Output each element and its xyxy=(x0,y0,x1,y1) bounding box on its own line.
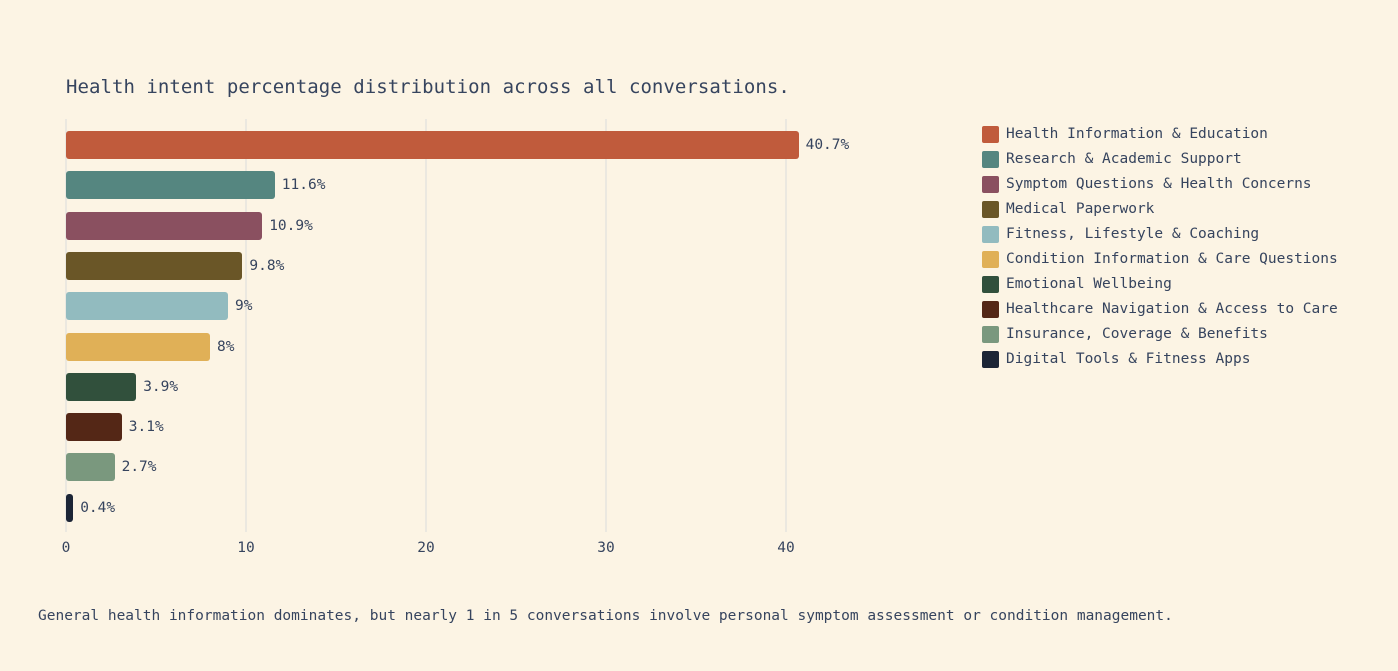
bar-3 xyxy=(66,251,243,280)
legend-label: Medical Paperwork xyxy=(1006,201,1155,218)
legend-item-7: Healthcare Navigation & Access to Care xyxy=(982,297,1338,322)
legend-swatch-icon xyxy=(982,251,999,268)
legend-item-5: Condition Information & Care Questions xyxy=(982,247,1338,272)
legend-item-4: Fitness, Lifestyle & Coaching xyxy=(982,222,1338,247)
legend-swatch-icon xyxy=(982,276,999,293)
legend-swatch-icon xyxy=(982,226,999,243)
legend-item-6: Emotional Wellbeing xyxy=(982,272,1338,297)
bar-1 xyxy=(66,171,275,200)
legend-label: Health Information & Education xyxy=(1006,126,1268,143)
legend: Health Information & Education Research &… xyxy=(982,122,1338,372)
legend-swatch-icon xyxy=(982,151,999,168)
legend-swatch-icon xyxy=(982,201,999,218)
x-tick-40: 40 xyxy=(777,540,795,556)
legend-swatch-icon xyxy=(982,176,999,193)
value-label-9: 0.4% xyxy=(80,499,116,516)
value-label-5: 8% xyxy=(217,338,235,355)
gridline-x40 xyxy=(785,119,787,532)
bar-5 xyxy=(66,332,210,361)
bar-4 xyxy=(66,292,228,321)
legend-item-2: Symptom Questions & Health Concerns xyxy=(982,172,1338,197)
bar-0 xyxy=(66,131,799,159)
x-tick-10: 10 xyxy=(237,540,255,556)
gridline-x10 xyxy=(245,119,247,532)
legend-swatch-icon xyxy=(982,301,999,318)
legend-label: Symptom Questions & Health Concerns xyxy=(1006,176,1312,193)
bar-8 xyxy=(66,453,115,482)
legend-label: Fitness, Lifestyle & Coaching xyxy=(1006,226,1260,243)
legend-item-1: Research & Academic Support xyxy=(982,147,1338,172)
value-label-8: 2.7% xyxy=(121,459,157,476)
legend-swatch-icon xyxy=(982,326,999,343)
value-label-6: 3.9% xyxy=(143,378,179,395)
x-tick-0: 0 xyxy=(61,540,71,556)
x-tick-30: 30 xyxy=(597,540,615,556)
value-label-7: 3.1% xyxy=(128,418,164,435)
bar-9 xyxy=(66,493,74,522)
legend-label: Research & Academic Support xyxy=(1006,151,1242,168)
value-label-0: 40.7% xyxy=(805,136,850,153)
x-tick-20: 20 xyxy=(417,540,435,556)
chart-title: Health intent percentage distribution ac… xyxy=(66,75,790,98)
value-label-2: 10.9% xyxy=(269,217,313,234)
chart-caption: General health information dominates, bu… xyxy=(38,608,1173,624)
legend-item-3: Medical Paperwork xyxy=(982,197,1338,222)
legend-item-9: Digital Tools & Fitness Apps xyxy=(982,347,1338,372)
legend-swatch-icon xyxy=(982,351,999,368)
gridline-x0 xyxy=(65,119,67,532)
gridline-x20 xyxy=(425,119,427,532)
value-label-3: 9.8% xyxy=(249,257,285,274)
legend-item-8: Insurance, Coverage & Benefits xyxy=(982,322,1338,347)
legend-item-0: Health Information & Education xyxy=(982,122,1338,147)
bar-7 xyxy=(66,413,122,442)
value-label-4: 9% xyxy=(235,297,253,314)
bar-6 xyxy=(66,372,137,401)
value-label-1: 11.6% xyxy=(281,177,326,194)
legend-label: Insurance, Coverage & Benefits xyxy=(1006,326,1268,343)
plot-area: 40.7% 11.6% 10.9% 9.8% 9% 8% 3.9% 3.1% 2.7% 0.4% 0… xyxy=(62,119,946,555)
legend-label: Digital Tools & Fitness Apps xyxy=(1006,351,1251,368)
legend-label: Condition Information & Care Questions xyxy=(1006,251,1338,268)
gridline-x30 xyxy=(605,119,607,532)
bar-2 xyxy=(66,211,263,240)
legend-label: Healthcare Navigation & Access to Care xyxy=(1006,301,1338,318)
legend-label: Emotional Wellbeing xyxy=(1006,276,1172,293)
legend-swatch-icon xyxy=(982,126,999,143)
